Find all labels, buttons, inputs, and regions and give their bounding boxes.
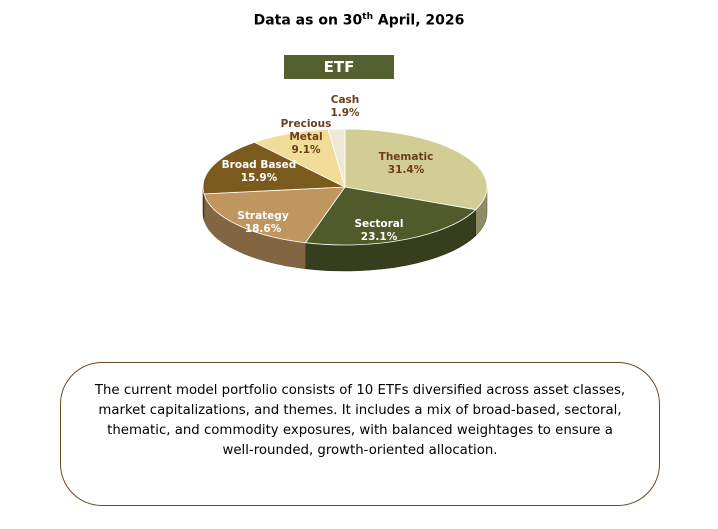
pie-slice-cash bbox=[327, 128, 346, 188]
pie-value-broad-based: 15.9% bbox=[241, 172, 278, 184]
pie-slice-sectoral bbox=[304, 186, 477, 246]
pie-slice-precious-metal bbox=[253, 128, 346, 188]
pie-label-precious-metal: Precious bbox=[281, 118, 332, 130]
data-date: Data as on 30th April, 2026 bbox=[0, 12, 718, 29]
pie-label-strategy: Strategy bbox=[237, 210, 289, 222]
date-superscript: th bbox=[362, 12, 373, 22]
pie-tops bbox=[202, 128, 488, 246]
chart-title: ETF Allocation bbox=[284, 55, 394, 100]
pie-label-cash: Cash bbox=[331, 94, 360, 106]
pie-value-thematic: 31.4% bbox=[388, 164, 425, 176]
pie-label-sectoral: Sectoral bbox=[354, 218, 403, 230]
pie-slice-thematic bbox=[344, 128, 488, 211]
summary-box: The current model portfolio consists of … bbox=[60, 362, 660, 506]
pie-slice-strategy bbox=[203, 186, 346, 244]
pie-label-thematic: Thematic bbox=[379, 151, 434, 163]
pie-value-sectoral: 23.1% bbox=[361, 231, 398, 243]
pie-label-broad-based: Broad Based bbox=[222, 159, 297, 171]
summary-text: The current model portfolio consists of … bbox=[94, 383, 626, 458]
pie-value-strategy: 18.6% bbox=[245, 223, 282, 235]
date-prefix: Data as on 30 bbox=[253, 12, 363, 29]
pie-value-precious-metal: 9.1% bbox=[291, 144, 321, 156]
pie-slice-broad-based bbox=[202, 141, 347, 195]
date-suffix: April, 2026 bbox=[373, 12, 465, 29]
pie-value-cash: 1.9% bbox=[330, 107, 360, 119]
pie-label-precious-metal: Metal bbox=[289, 131, 322, 143]
